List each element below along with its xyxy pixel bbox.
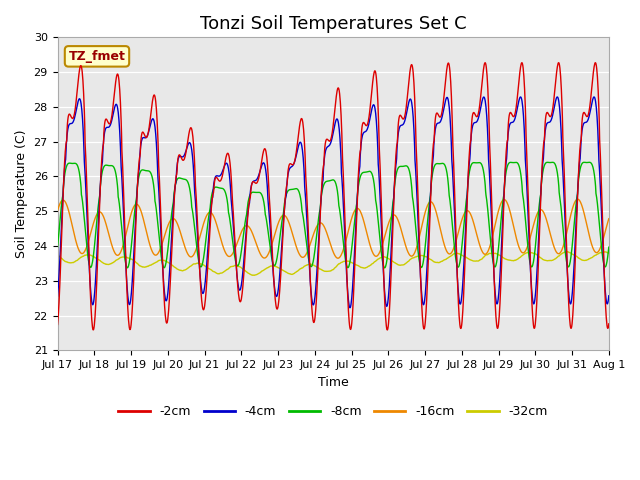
-2cm xyxy=(288,162,296,168)
-2cm xyxy=(90,327,97,333)
-2cm xyxy=(591,60,599,66)
-2cm xyxy=(605,321,612,327)
-32cm xyxy=(300,264,307,270)
-16cm xyxy=(97,209,104,215)
-32cm xyxy=(54,252,61,258)
-32cm xyxy=(563,249,570,254)
-8cm xyxy=(309,261,317,266)
-8cm xyxy=(381,265,388,271)
-32cm xyxy=(119,254,127,260)
-16cm xyxy=(287,228,295,233)
-8cm xyxy=(605,244,612,250)
-4cm xyxy=(368,107,376,113)
-4cm xyxy=(97,185,104,191)
-8cm xyxy=(586,159,593,165)
X-axis label: Time: Time xyxy=(318,376,349,389)
Y-axis label: Soil Temperature (C): Soil Temperature (C) xyxy=(15,130,28,258)
-32cm xyxy=(97,258,104,264)
-8cm xyxy=(54,244,61,250)
-16cm xyxy=(334,255,342,261)
-2cm xyxy=(309,318,317,324)
-4cm xyxy=(119,191,127,196)
Line: -32cm: -32cm xyxy=(58,252,609,276)
-32cm xyxy=(288,272,296,277)
-16cm xyxy=(54,208,61,214)
-8cm xyxy=(367,169,375,175)
-16cm xyxy=(573,196,581,202)
Line: -8cm: -8cm xyxy=(58,162,609,268)
-4cm xyxy=(287,164,295,170)
-32cm xyxy=(368,261,376,267)
-8cm xyxy=(119,235,127,241)
Text: TZ_fmet: TZ_fmet xyxy=(68,50,125,63)
-4cm xyxy=(554,94,561,100)
Legend: -2cm, -4cm, -8cm, -16cm, -32cm: -2cm, -4cm, -8cm, -16cm, -32cm xyxy=(113,400,553,423)
-8cm xyxy=(97,185,104,191)
Line: -16cm: -16cm xyxy=(58,199,609,258)
-4cm xyxy=(299,151,307,156)
-16cm xyxy=(368,247,376,253)
-4cm xyxy=(309,301,317,307)
-8cm xyxy=(299,212,307,218)
-4cm xyxy=(346,305,354,311)
-32cm xyxy=(250,273,258,278)
-16cm xyxy=(309,234,317,240)
Title: Tonzi Soil Temperatures Set C: Tonzi Soil Temperatures Set C xyxy=(200,15,467,33)
-32cm xyxy=(309,262,317,268)
-2cm xyxy=(97,179,104,185)
-32cm xyxy=(605,250,612,256)
Line: -2cm: -2cm xyxy=(58,63,609,330)
-2cm xyxy=(54,322,61,327)
-16cm xyxy=(605,216,612,222)
-4cm xyxy=(605,293,612,299)
-2cm xyxy=(368,90,376,96)
-2cm xyxy=(300,123,307,129)
Line: -4cm: -4cm xyxy=(58,97,609,308)
-16cm xyxy=(299,254,307,260)
-16cm xyxy=(119,244,127,250)
-8cm xyxy=(287,187,295,192)
-2cm xyxy=(119,172,127,178)
-4cm xyxy=(54,293,61,299)
